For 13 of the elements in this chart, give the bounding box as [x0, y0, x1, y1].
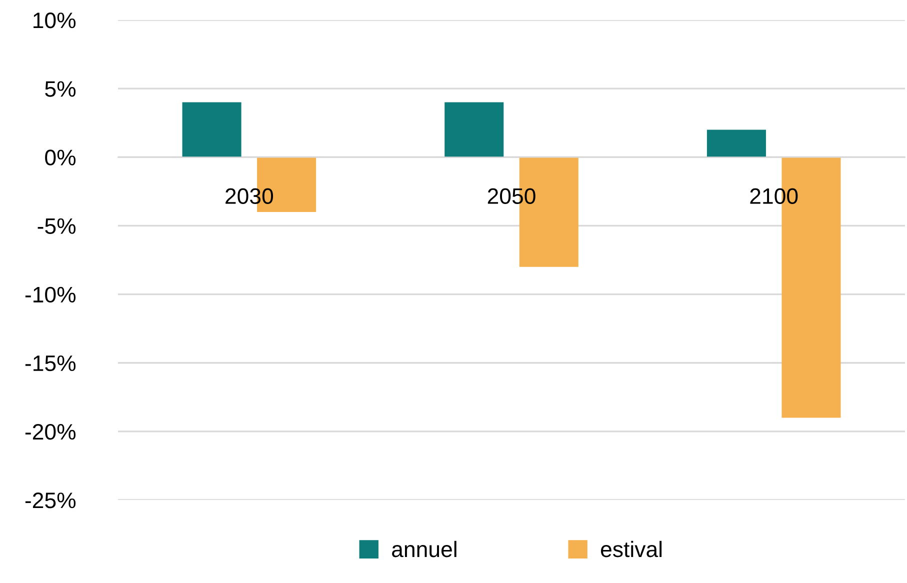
legend-label: annuel — [392, 540, 456, 558]
y-tick-label: 0% — [45, 150, 76, 166]
y-tick-label: -25% — [25, 492, 76, 508]
y-tick-label: 10% — [34, 12, 76, 28]
bar — [706, 130, 766, 158]
legend-label: estival — [600, 540, 662, 558]
y-tick-label: -10% — [25, 286, 76, 303]
y-tick-label: 5% — [45, 81, 76, 97]
y-tick-label: -15% — [25, 355, 76, 372]
y-tick-label: -20% — [25, 424, 76, 440]
bar — [182, 102, 242, 158]
y-tick-label: -5% — [38, 218, 76, 234]
bar — [444, 102, 504, 158]
